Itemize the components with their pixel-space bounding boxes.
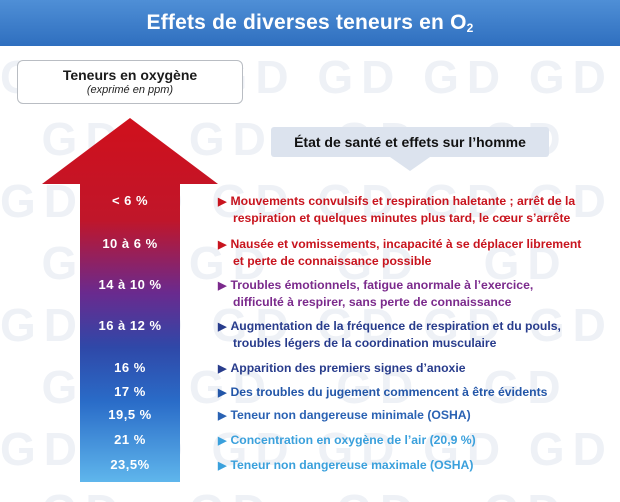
effect-line: et perte de connaissance possible xyxy=(233,254,432,268)
effect-item: ▶ Nausée et vomissements, incapacité à se… xyxy=(218,236,610,269)
effect-line: ▶ Teneur non dangereuse minimale (OSHA) xyxy=(218,408,471,422)
effect-item: ▶ Concentration en oxygène de l’air (20,9… xyxy=(218,432,610,449)
triangle-right-icon: ▶ xyxy=(218,321,227,333)
triangle-right-icon: ▶ xyxy=(218,410,227,422)
oxygen-levels-box: Teneurs en oxygène (exprimé en ppm) xyxy=(17,60,243,104)
triangle-right-icon: ▶ xyxy=(218,460,227,472)
triangle-right-icon: ▶ xyxy=(218,387,227,399)
triangle-right-icon: ▶ xyxy=(218,239,227,251)
triangle-right-icon: ▶ xyxy=(218,280,227,292)
page-title: Effets de diverses teneurs en O2 xyxy=(146,11,474,35)
oxygen-level-label: 23,5% xyxy=(110,457,150,472)
effect-item: ▶ Troubles émotionnels, fatigue anormale … xyxy=(218,277,610,310)
effect-item: ▶ Apparition des premiers signes d’anoxie xyxy=(218,360,610,377)
effect-item: ▶ Mouvements convulsifs et respiration ha… xyxy=(218,193,610,226)
effect-item: ▶ Teneur non dangereuse minimale (OSHA) xyxy=(218,407,610,424)
title-subscript: 2 xyxy=(466,21,474,35)
oxygen-levels-subtitle: (exprimé en ppm) xyxy=(86,84,174,96)
effect-line: difficulté à respirer, sans perte de con… xyxy=(233,295,512,309)
effect-line: ▶ Nausée et vomissements, incapacité à se… xyxy=(218,237,582,251)
oxygen-level-label: 17 % xyxy=(114,384,146,399)
effect-line: ▶ Troubles émotionnels, fatigue anormale … xyxy=(218,278,534,292)
effect-line: ▶ Mouvements convulsifs et respiration ha… xyxy=(218,194,576,208)
oxygen-level-label: 10 à 6 % xyxy=(102,236,158,251)
oxygen-levels-title: Teneurs en oxygène xyxy=(62,67,198,83)
effect-line: troubles légers de la coordination muscu… xyxy=(233,336,497,350)
effect-line: ▶ Teneur non dangereuse maximale (OSHA) xyxy=(218,458,474,472)
oxygen-level-label: 16 à 12 % xyxy=(98,318,162,333)
oxygen-level-label: 19,5 % xyxy=(108,407,152,422)
oxygen-level-label: < 6 % xyxy=(111,193,149,208)
effect-line: ▶ Apparition des premiers signes d’anoxie xyxy=(218,361,466,375)
oxygen-level-label: 16 % xyxy=(114,360,146,375)
oxygen-level-label: 14 à 10 % xyxy=(98,277,162,292)
effect-item: ▶ Teneur non dangereuse maximale (OSHA) xyxy=(218,457,610,474)
title-bar: Effets de diverses teneurs en O2 xyxy=(0,0,620,46)
triangle-right-icon: ▶ xyxy=(218,363,227,375)
effect-line: ▶ Augmentation de la fréquence de respira… xyxy=(218,319,561,333)
effect-item: ▶ Des troubles du jugement commencent à ê… xyxy=(218,384,610,401)
health-effects-header: État de santé et effets sur l’homme xyxy=(271,127,549,157)
effect-line: respiration et quelques minutes plus tar… xyxy=(233,211,571,225)
effect-item: ▶ Augmentation de la fréquence de respira… xyxy=(218,318,610,351)
oxygen-level-label: 21 % xyxy=(114,432,146,447)
triangle-right-icon: ▶ xyxy=(218,196,227,208)
triangle-right-icon: ▶ xyxy=(218,435,227,447)
effect-line: ▶ Des troubles du jugement commencent à ê… xyxy=(218,385,548,399)
effect-line: ▶ Concentration en oxygène de l’air (20,9… xyxy=(218,433,476,447)
